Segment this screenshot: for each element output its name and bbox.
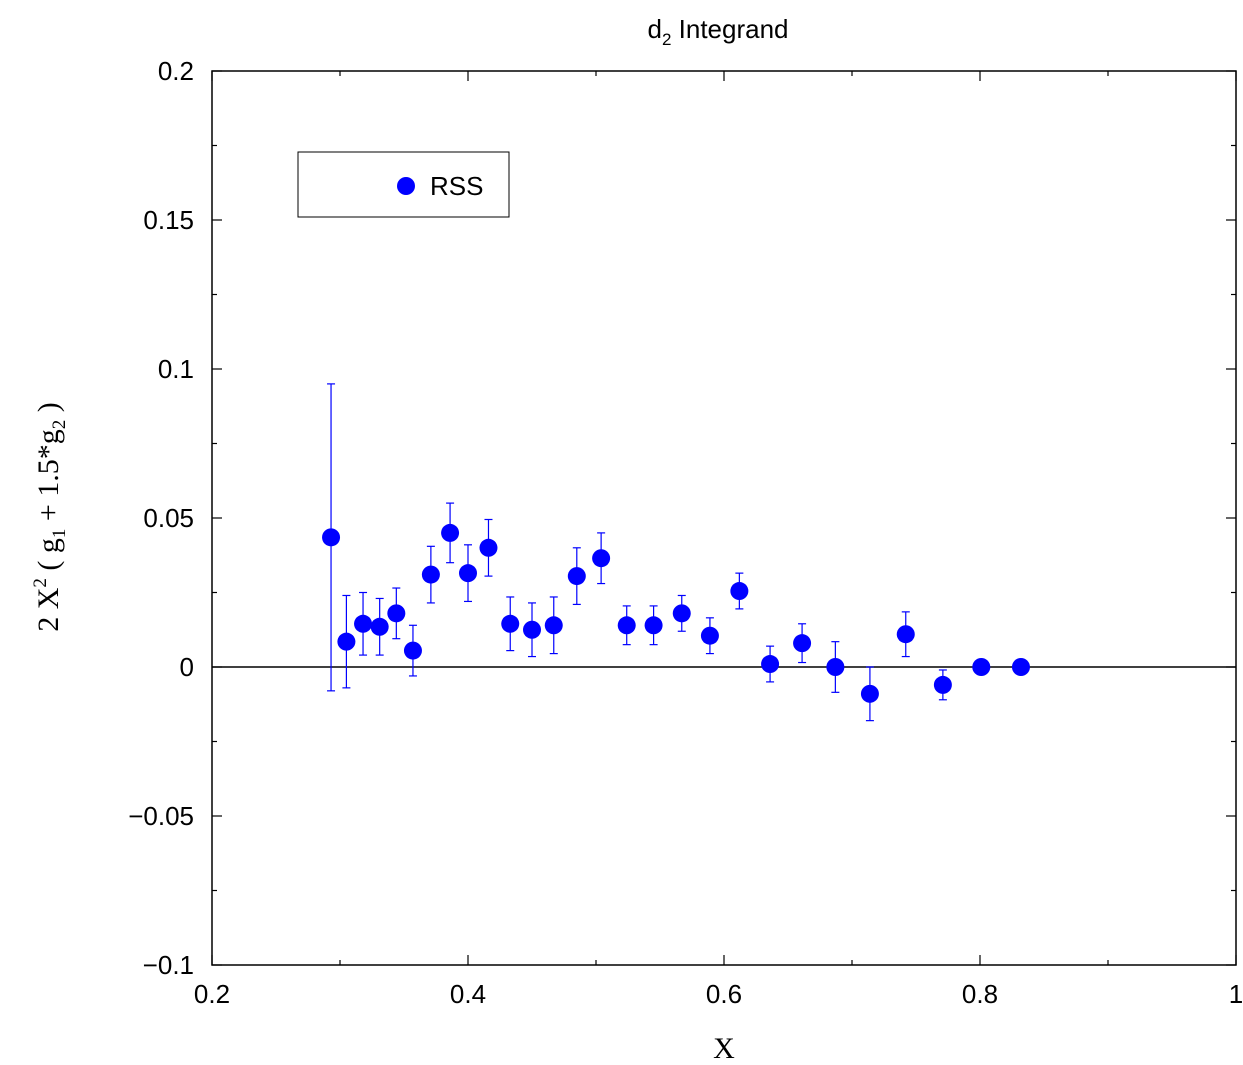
y-axis-title: 2 X2 ( g1 + 1.5*g2 ) <box>30 402 70 632</box>
x-tick-label: 0.4 <box>450 979 486 1009</box>
data-point <box>479 538 498 557</box>
data-point <box>793 634 812 653</box>
data-point <box>826 658 845 676</box>
y-axis-title-part: 1 <box>49 529 70 539</box>
y-axis-title-part: 2 X <box>32 587 65 632</box>
data-point <box>322 528 341 547</box>
data-point <box>933 675 952 694</box>
data-point <box>523 620 541 639</box>
chart-title-rest: Integrand <box>671 14 788 44</box>
y-axis-title-part: ( g <box>32 538 65 578</box>
data-point <box>672 604 691 623</box>
legend-marker-rss <box>397 177 415 195</box>
x-tick-label: 0.8 <box>962 979 998 1009</box>
data-point <box>544 616 563 635</box>
chart-title-main: d <box>647 14 661 44</box>
data-point <box>501 614 520 633</box>
y-tick-label: 0.1 <box>158 354 194 384</box>
y-tick-label: −0.05 <box>128 801 194 831</box>
plot-frame <box>211 70 1237 966</box>
data-point <box>1011 658 1030 676</box>
data-point <box>459 564 477 583</box>
tick-labels: 0.2 0.4 0.6 0.8 1 −0.1 −0.05 0 0.05 0.1 0.15 0.2 <box>128 56 1243 1009</box>
data-point <box>337 632 356 651</box>
data-point <box>403 641 422 660</box>
y-axis-title-part: ) <box>32 402 65 420</box>
y-tick-label: 0 <box>180 652 194 682</box>
data-point <box>972 658 991 676</box>
data-point <box>860 684 879 703</box>
data-point <box>370 617 389 636</box>
data-point <box>567 567 586 586</box>
data-point <box>896 625 915 644</box>
x-tick-label: 1 <box>1229 979 1243 1009</box>
data-point <box>700 626 719 645</box>
x-tick-label: 0.2 <box>194 979 230 1009</box>
data-point <box>354 614 373 633</box>
y-tick-label: 0.2 <box>158 56 194 86</box>
data-point <box>617 616 636 635</box>
y-axis-title-part: + 1.5*g <box>32 429 65 528</box>
chart-title: d2 Integrand <box>647 14 788 49</box>
error-bars <box>327 383 1025 722</box>
chart-title-subscript: 2 <box>662 30 671 49</box>
data-point <box>387 604 406 623</box>
data-point <box>421 565 440 584</box>
x-tick-label: 0.6 <box>706 979 742 1009</box>
data-point <box>730 582 749 601</box>
data-point <box>592 549 611 568</box>
y-tick-label: 0.15 <box>143 205 194 235</box>
y-tick-label: −0.1 <box>143 950 194 980</box>
y-axis-title-part: 2 <box>49 420 70 430</box>
data-point <box>441 523 460 542</box>
data-point <box>644 616 663 635</box>
y-tick-label: 0.05 <box>143 503 194 533</box>
legend: RSS <box>297 151 510 218</box>
legend-label-rss: RSS <box>430 171 483 201</box>
y-axis-title-part: 2 <box>30 578 51 588</box>
data-point <box>761 655 780 674</box>
data-points <box>322 523 1030 703</box>
x-axis-title: X <box>713 1032 735 1065</box>
